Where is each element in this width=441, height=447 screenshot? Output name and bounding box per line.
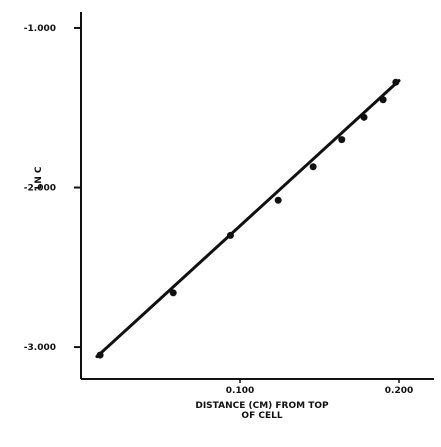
y-ticks: -1.000 -2.000 -3.000	[24, 24, 81, 353]
x-tick-label: 0.100	[226, 386, 254, 396]
data-point	[338, 136, 346, 144]
data-point	[226, 231, 234, 239]
data-point	[379, 96, 387, 104]
data-points	[96, 78, 400, 359]
data-point	[309, 163, 317, 171]
x-tick-label: 0.200	[385, 386, 413, 396]
data-point	[392, 78, 400, 86]
data-point	[169, 289, 177, 297]
x-axis-title-line2: OF CELL	[241, 411, 282, 421]
data-point	[96, 351, 104, 359]
fit-line	[95, 79, 401, 359]
data-point	[274, 196, 282, 204]
y-tick-label: -3.000	[24, 343, 56, 353]
y-tick-label: -1.000	[24, 24, 56, 34]
y-axis-title: LN C	[34, 166, 44, 189]
y-tick-label: -2.000	[24, 184, 56, 194]
data-point	[360, 113, 368, 121]
fit-line-group	[95, 79, 401, 359]
x-axis-title-line1: DISTANCE (CM) FROM TOP	[195, 401, 329, 411]
axes	[80, 12, 434, 380]
x-ticks: 0.100 0.200	[226, 379, 413, 396]
